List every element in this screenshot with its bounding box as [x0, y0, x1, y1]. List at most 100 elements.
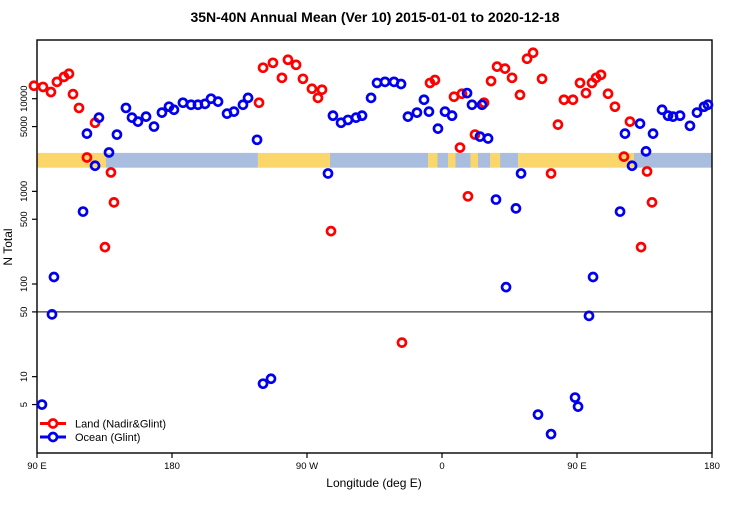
- ocean-point: [156, 107, 168, 118]
- land-point: [290, 59, 302, 71]
- land-point: [63, 68, 75, 80]
- land-point: [429, 74, 441, 86]
- land-point: [641, 166, 653, 177]
- ocean-point: [656, 104, 668, 116]
- surface-band-segment-land: [490, 152, 501, 168]
- ocean-point: [322, 168, 334, 179]
- land-point: [536, 73, 548, 85]
- y-axis-label: N Total: [1, 228, 15, 265]
- ocean-point: [148, 121, 160, 132]
- land-point: [521, 53, 533, 65]
- ocean-point: [103, 147, 115, 158]
- y-tick-label: 5000: [19, 116, 30, 137]
- ocean-point: [228, 106, 240, 117]
- surface-band-segment-ocean: [478, 152, 490, 168]
- ocean-point: [356, 110, 368, 122]
- ocean-point: [140, 111, 152, 123]
- legend-item-label: Ocean (Glint): [75, 432, 140, 444]
- surface-band-segment-ocean: [329, 152, 429, 168]
- land-point: [454, 142, 466, 153]
- land-point: [312, 92, 324, 104]
- land-point: [73, 102, 85, 114]
- ocean-point: [510, 203, 522, 214]
- surface-band-segment-land: [428, 152, 438, 168]
- y-tick-label: 500: [19, 211, 30, 227]
- land-point: [267, 57, 279, 69]
- land-point: [108, 197, 120, 208]
- surface-band-segment-ocean: [437, 152, 448, 168]
- ocean-point: [350, 112, 362, 123]
- land-point: [67, 88, 79, 100]
- ocean-point: [242, 92, 254, 104]
- ocean-point: [212, 96, 224, 107]
- ocean-point: [36, 399, 48, 410]
- land-point: [316, 84, 328, 96]
- land-point: [28, 80, 40, 92]
- legend-item-label: Land (Nadir&Glint): [75, 419, 166, 431]
- x-tick-label: 180: [704, 461, 720, 472]
- ocean-point: [395, 78, 407, 90]
- ocean-point: [640, 146, 652, 157]
- surface-band-segment-land: [470, 152, 478, 168]
- ocean-point: [199, 98, 211, 110]
- land-point: [545, 168, 557, 179]
- ocean-point: [674, 110, 686, 122]
- y-tick-label: 1000: [19, 181, 30, 202]
- land-point: [527, 47, 539, 59]
- x-tick-label: 180: [164, 461, 180, 472]
- land-point: [552, 119, 564, 130]
- land-point: [51, 76, 63, 88]
- land-point: [45, 86, 57, 98]
- land-point: [595, 69, 607, 81]
- land-point: [635, 241, 647, 253]
- ocean-point: [379, 76, 391, 88]
- land-point: [624, 116, 636, 127]
- land-point: [456, 88, 468, 100]
- plot-area: 90 E 180 90 W 0 90 E 180 10000 5000 1000 500 100 50…: [19, 39, 720, 472]
- land-point: [558, 94, 570, 106]
- land-point: [99, 241, 111, 253]
- land-point: [646, 197, 658, 208]
- ocean-point: [545, 428, 557, 440]
- surface-band-segment-ocean: [634, 152, 712, 168]
- surface-band-segment-land: [448, 152, 456, 168]
- ocean-point: [691, 107, 703, 118]
- ocean-point: [626, 160, 638, 172]
- ocean-point: [132, 116, 144, 127]
- ocean-point: [111, 129, 123, 140]
- ocean-point: [684, 120, 696, 132]
- ocean-point: [177, 97, 189, 109]
- land-point: [276, 72, 288, 84]
- ocean-point: [418, 94, 430, 106]
- land-point: [567, 94, 579, 106]
- ocean-point: [327, 110, 339, 122]
- ocean-point: [257, 378, 269, 390]
- x-tick-label: 90 E: [27, 461, 47, 472]
- ocean-point: [77, 206, 89, 217]
- ocean-point: [446, 110, 458, 122]
- ocean-point: [569, 392, 581, 403]
- chart-title: 35N-40N Annual Mean (Ver 10) 2015-01-01 …: [190, 9, 559, 25]
- ocean-point: [647, 128, 659, 139]
- land-point: [282, 54, 294, 66]
- ocean-point: [432, 123, 444, 135]
- y-tick-label: 10000: [19, 85, 30, 111]
- y-tick-label: 50: [19, 307, 30, 318]
- ocean-point: [423, 106, 435, 117]
- land-point: [514, 89, 526, 101]
- surface-band-segment-ocean: [106, 152, 258, 168]
- land-point: [396, 337, 408, 348]
- ocean-point: [476, 99, 488, 111]
- ocean-point: [168, 104, 180, 116]
- surface-band-segment-ocean: [455, 152, 471, 168]
- land-point: [506, 72, 518, 84]
- ocean-point: [365, 92, 377, 104]
- ocean-point: [265, 373, 277, 385]
- y-tick-label: 10: [19, 371, 30, 382]
- ocean-point: [619, 128, 631, 139]
- ocean-point: [48, 271, 60, 283]
- ocean-point: [587, 271, 599, 283]
- ocean-point: [572, 401, 584, 412]
- land-point: [37, 81, 49, 93]
